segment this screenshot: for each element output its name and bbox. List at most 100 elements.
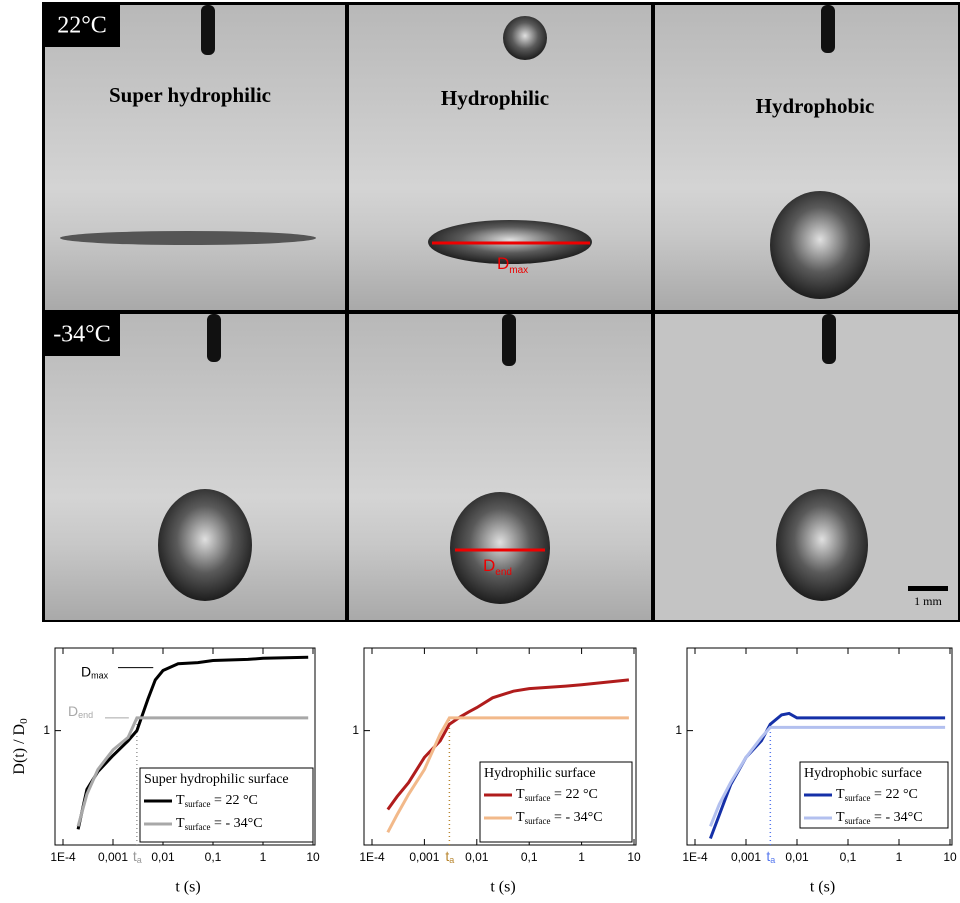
data-line bbox=[386, 716, 629, 834]
data-line bbox=[76, 716, 309, 827]
subscript: max bbox=[509, 265, 528, 276]
photo bbox=[45, 5, 345, 310]
needle bbox=[821, 5, 835, 53]
x-tick-label: 0,001 bbox=[731, 850, 761, 864]
text: t bbox=[133, 848, 137, 864]
legend-entry: Tsurface = - 34°C bbox=[176, 816, 263, 832]
droplet bbox=[770, 191, 870, 299]
legend-title: Super hydrophilic surface bbox=[144, 772, 289, 787]
data-line bbox=[386, 678, 630, 811]
droplet bbox=[776, 489, 868, 601]
x-tick-label: 1E-4 bbox=[682, 850, 708, 864]
text: D bbox=[483, 556, 495, 575]
x-tick-label: 10 bbox=[306, 850, 320, 864]
text: = 22 °C bbox=[871, 787, 918, 802]
surface-label: Hydrophobic bbox=[756, 94, 875, 118]
text: T bbox=[176, 793, 185, 808]
x-tick-label: 0,1 bbox=[205, 850, 222, 864]
text: t bbox=[766, 848, 770, 864]
surface-label: Super hydrophilic bbox=[109, 83, 271, 107]
x-tick-label: 0,01 bbox=[465, 850, 489, 864]
plot-frame bbox=[686, 647, 953, 846]
x-tick-label: 10 bbox=[627, 850, 641, 864]
legend-title: Hydrophobic surface bbox=[804, 766, 922, 781]
annotation: Dend bbox=[68, 703, 93, 721]
y-tick-label: 1 bbox=[43, 723, 50, 737]
droplet bbox=[503, 16, 547, 60]
subscript: a bbox=[137, 855, 142, 865]
x-tick-label: 10 bbox=[943, 850, 957, 864]
text: = - 34°C bbox=[871, 810, 923, 825]
ta-label: ta bbox=[445, 848, 454, 866]
needle bbox=[201, 5, 215, 55]
x-tick-label: 0,01 bbox=[785, 850, 809, 864]
text: T bbox=[836, 810, 845, 825]
x-tick-label: 1 bbox=[260, 850, 267, 864]
subscript: surface bbox=[845, 793, 871, 803]
row-label: 22°C bbox=[57, 13, 107, 39]
text: T bbox=[516, 810, 525, 825]
needle bbox=[207, 314, 221, 362]
subscript: max bbox=[91, 671, 109, 681]
text: = - 34°C bbox=[211, 816, 263, 831]
x-tick-label: 0,1 bbox=[521, 850, 538, 864]
x-tick-label: 0,001 bbox=[409, 850, 439, 864]
plot-frame bbox=[363, 647, 637, 846]
row-label: -34°C bbox=[53, 322, 111, 348]
subscript: surface bbox=[185, 822, 211, 832]
x-tick-label: 0,1 bbox=[840, 850, 857, 864]
subscript: a bbox=[449, 855, 454, 865]
text: T bbox=[176, 816, 185, 831]
dmax-label: Dmax bbox=[497, 254, 528, 275]
droplet bbox=[158, 489, 252, 601]
x-tick-label: 1E-4 bbox=[50, 850, 76, 864]
text: t bbox=[445, 848, 449, 864]
x-tick-label: 1 bbox=[896, 850, 903, 864]
droplet bbox=[60, 231, 316, 245]
subscript: surface bbox=[845, 816, 871, 826]
x-tick-label: 0,01 bbox=[151, 850, 175, 864]
legend-entry: Tsurface = - 34°C bbox=[516, 810, 603, 826]
text: D(t) / D bbox=[11, 724, 28, 775]
plot-frame bbox=[54, 647, 316, 846]
subscript: surface bbox=[185, 799, 211, 809]
legend-entry: Tsurface = 22 °C bbox=[176, 793, 258, 809]
subscript: end bbox=[78, 710, 93, 720]
text: D bbox=[81, 663, 91, 679]
annotation: Dmax bbox=[81, 663, 109, 681]
ta-label: ta bbox=[133, 848, 142, 866]
subscript: surface bbox=[525, 816, 551, 826]
data-line bbox=[76, 655, 309, 830]
text: T bbox=[516, 787, 525, 802]
surface-label: Hydrophilic bbox=[441, 86, 549, 110]
text: D bbox=[497, 254, 509, 273]
legend-entry: Tsurface = 22 °C bbox=[516, 787, 598, 803]
legend-box bbox=[139, 767, 314, 843]
label-box bbox=[45, 314, 120, 356]
legend-entry: Tsurface = - 34°C bbox=[836, 810, 923, 826]
subscript: end bbox=[495, 567, 512, 578]
subscript: 0 bbox=[18, 718, 30, 724]
text: = 22 °C bbox=[551, 787, 598, 802]
x-tick-label: 1 bbox=[578, 850, 585, 864]
ta-label: ta bbox=[766, 848, 775, 866]
photo-grid: 22°C -34°C Super hydrophilic Hydrophilic… bbox=[45, 5, 958, 620]
scale-label: 1 mm bbox=[914, 594, 942, 608]
legend-entry: Tsurface = 22 °C bbox=[836, 787, 918, 803]
text: D bbox=[68, 703, 78, 719]
x-tick-label: 1E-4 bbox=[359, 850, 385, 864]
text: = 22 °C bbox=[211, 793, 258, 808]
x-tick-label: 0,001 bbox=[98, 850, 128, 864]
subscript: a bbox=[770, 855, 775, 865]
y-tick-label: 1 bbox=[352, 723, 359, 737]
x-axis-label: t (s) bbox=[175, 879, 200, 896]
label-box bbox=[45, 5, 120, 47]
text: = - 34°C bbox=[551, 810, 603, 825]
scale-bar bbox=[908, 586, 948, 591]
x-axis-label: t (s) bbox=[810, 879, 835, 896]
needle bbox=[822, 314, 836, 364]
y-axis-label: D(t) / D0 bbox=[11, 718, 30, 775]
data-line bbox=[709, 725, 946, 827]
text: T bbox=[836, 787, 845, 802]
x-axis-label: t (s) bbox=[490, 879, 515, 896]
